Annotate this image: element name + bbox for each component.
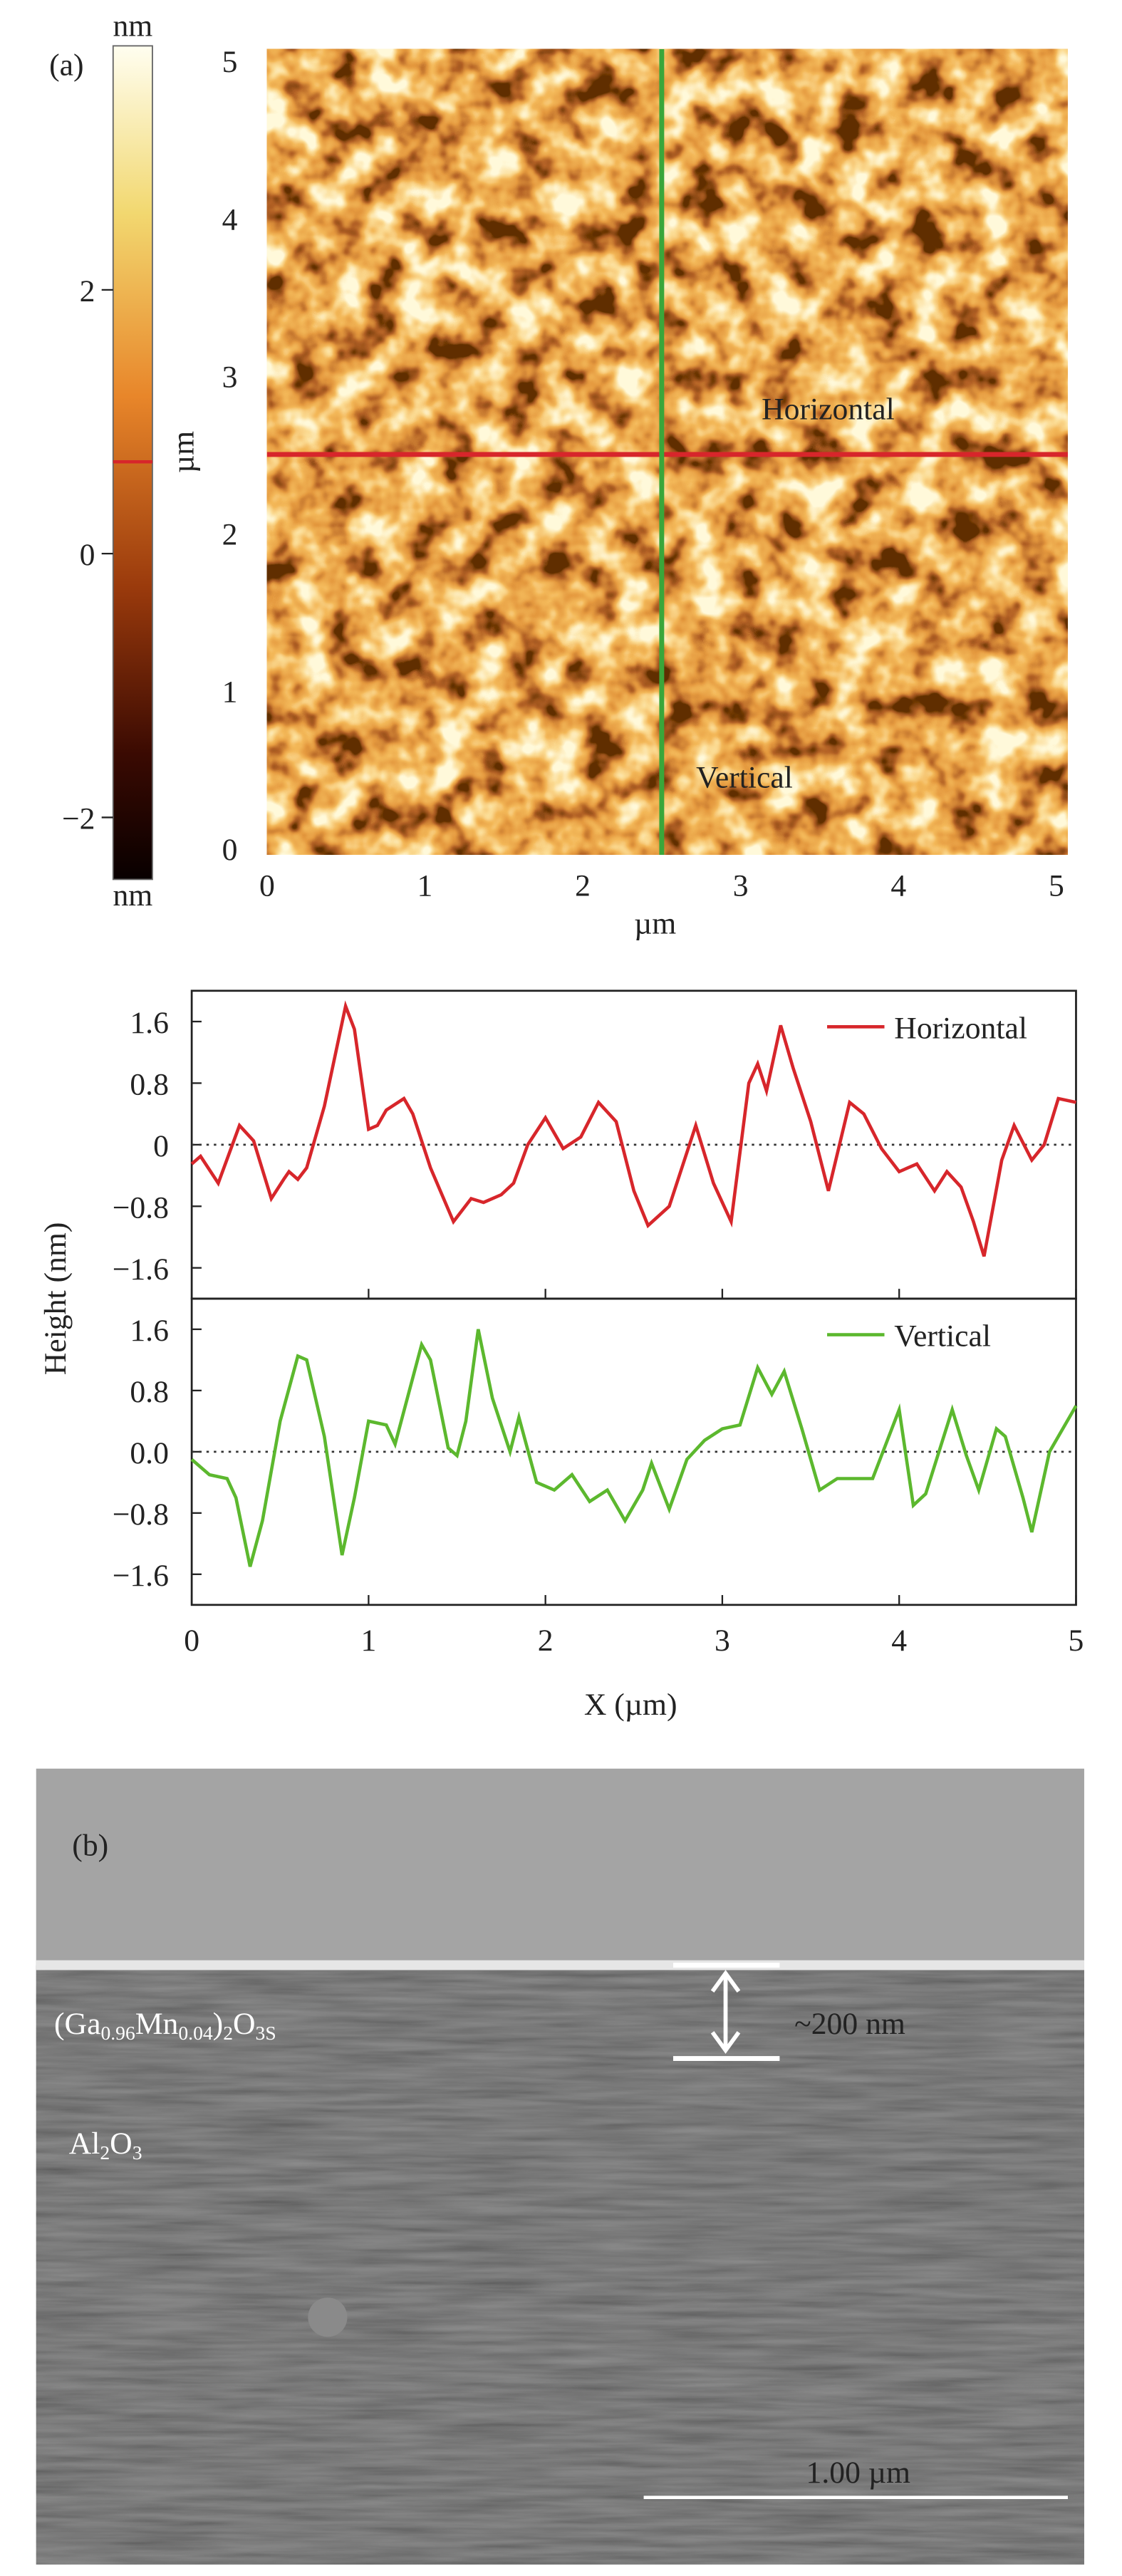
- film-label-part: ): [213, 2007, 224, 2041]
- sem-particle: [308, 2297, 348, 2337]
- sem-texture: [36, 1965, 1084, 2565]
- film-label-part: (Ga: [54, 2007, 100, 2041]
- film-label-part: 2: [223, 2022, 233, 2044]
- y-tick-label: −1.6: [113, 1559, 169, 1593]
- substrate-label: Al2O3: [69, 2126, 142, 2164]
- x-tick-label: 3: [733, 868, 749, 903]
- y-tick-label: 0: [153, 1129, 169, 1163]
- y-tick-label: 3: [222, 360, 238, 394]
- substrate-label-part: 2: [100, 2141, 110, 2164]
- y-tick-label: 4: [222, 202, 238, 237]
- arrow-heads: [710, 1970, 741, 2054]
- sem-top: [36, 1768, 1084, 1965]
- film-label-part: Mn: [135, 2007, 179, 2041]
- x-axis-label: µm: [634, 906, 676, 940]
- y-tick-label: 1.6: [130, 1314, 169, 1348]
- line-label: Horizontal: [762, 392, 895, 426]
- x-tick-label: 0: [259, 868, 275, 903]
- thickness-label: ~200 nm: [794, 2007, 905, 2041]
- panel-label: (a): [49, 48, 83, 83]
- y-axis-label: µm: [166, 431, 200, 473]
- y-tick-label: 1: [222, 675, 238, 710]
- substrate-label-part: Al: [69, 2126, 100, 2161]
- colorbar-unit: nm: [113, 9, 152, 43]
- film-label-part: 3S: [256, 2022, 276, 2044]
- y-tick-label: 1.6: [130, 1006, 169, 1040]
- x-tick-label: 1: [417, 868, 433, 903]
- x-tick-label: 1: [360, 1624, 376, 1658]
- y-tick-label: 0.8: [130, 1375, 169, 1409]
- film-label: (Ga0.96Mn0.04)2O3S: [54, 2007, 276, 2044]
- film-label-part: 0.96: [100, 2022, 135, 2044]
- line-label: Vertical: [696, 761, 793, 795]
- y-axis-label: Height (nm): [38, 1222, 73, 1376]
- x-tick-label: 2: [538, 1624, 554, 1658]
- x-tick-label: 4: [891, 1624, 907, 1658]
- x-tick-label: 2: [575, 868, 591, 903]
- y-tick-label: −0.8: [113, 1497, 169, 1532]
- y-tick-label: −0.8: [113, 1190, 169, 1225]
- legend-label: Horizontal: [894, 1011, 1027, 1045]
- y-tick-label: 2: [222, 518, 238, 552]
- y-tick-label: 0: [222, 833, 238, 867]
- film-label-part: 0.04: [178, 2022, 212, 2044]
- y-tick-label: 0.0: [130, 1436, 169, 1470]
- x-axis-label: X (µm): [584, 1688, 677, 1722]
- colorbar-tick-label: 2: [80, 274, 95, 308]
- profile-line: [190, 1329, 1078, 1567]
- substrate-label-part: 3: [133, 2141, 142, 2164]
- profile-line: [190, 1000, 1076, 1257]
- y-tick-label: 5: [222, 45, 238, 79]
- x-tick-label: 5: [1049, 868, 1064, 903]
- sem-interface: [36, 1960, 1084, 1970]
- legend-label: Vertical: [894, 1319, 991, 1354]
- colorbar-tick-label: −2: [62, 802, 95, 836]
- substrate-label-part: O: [110, 2126, 133, 2161]
- x-tick-label: 0: [184, 1624, 199, 1658]
- colorbar-unit: nm: [113, 878, 152, 913]
- y-tick-label: 0.8: [130, 1068, 169, 1102]
- film-label-part: O: [233, 2007, 256, 2041]
- panel-label: (b): [72, 1829, 108, 1863]
- x-tick-label: 5: [1069, 1624, 1084, 1658]
- x-tick-label: 3: [715, 1624, 730, 1658]
- x-tick-label: 4: [890, 868, 906, 903]
- colorbar-tick-label: 0: [80, 538, 95, 572]
- y-tick-label: −1.6: [113, 1252, 169, 1287]
- scale-bar-label: 1.00 µm: [806, 2456, 910, 2490]
